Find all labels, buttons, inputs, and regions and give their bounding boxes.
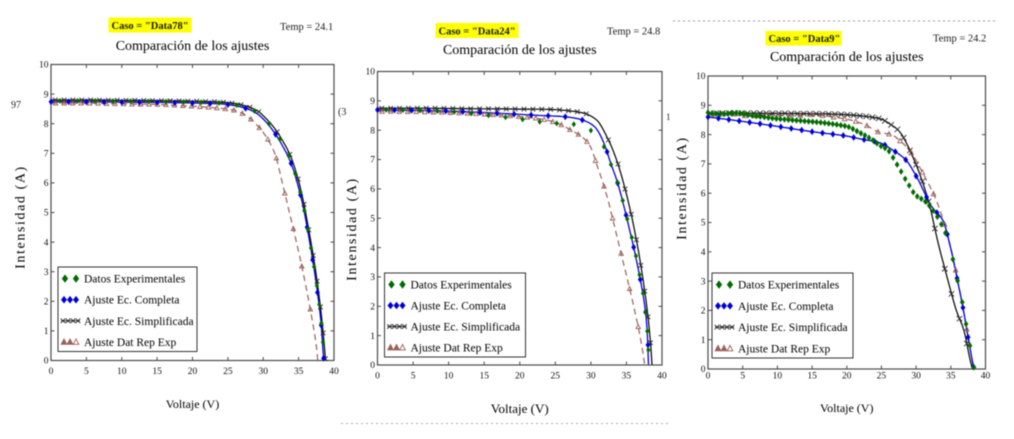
svg-text:2: 2 bbox=[701, 307, 706, 317]
svg-text:10: 10 bbox=[366, 68, 376, 78]
svg-text:7: 7 bbox=[44, 150, 49, 160]
svg-text:6: 6 bbox=[370, 185, 375, 195]
svg-text:Temp = 24.2: Temp = 24.2 bbox=[933, 34, 986, 45]
svg-text:Ajuste Ec. Simplificada: Ajuste Ec. Simplificada bbox=[84, 316, 194, 328]
svg-text:Ajuste Dat Rep Exp: Ajuste Dat Rep Exp bbox=[84, 337, 177, 349]
svg-text:Temp = 24.8: Temp = 24.8 bbox=[607, 27, 660, 38]
svg-text:9: 9 bbox=[44, 90, 49, 100]
svg-text:4: 4 bbox=[370, 244, 375, 254]
svg-text:1: 1 bbox=[44, 327, 49, 337]
svg-text:(3: (3 bbox=[338, 107, 346, 118]
svg-text:30: 30 bbox=[258, 367, 268, 377]
svg-text:40: 40 bbox=[329, 367, 339, 377]
svg-text:2: 2 bbox=[370, 303, 375, 313]
svg-text:Voltaje (V): Voltaje (V) bbox=[820, 401, 873, 415]
svg-text:25: 25 bbox=[551, 372, 561, 382]
svg-text:Caso = "Data24": Caso = "Data24" bbox=[439, 27, 516, 38]
svg-text:30: 30 bbox=[586, 372, 596, 382]
svg-text:10: 10 bbox=[696, 72, 706, 82]
svg-text:Intensidad (A): Intensidad (A) bbox=[14, 165, 29, 269]
svg-text:5: 5 bbox=[44, 209, 49, 219]
svg-text:0: 0 bbox=[49, 367, 54, 377]
svg-text:Intensidad (A): Intensidad (A) bbox=[675, 136, 690, 240]
svg-text:Datos Experimentales: Datos Experimentales bbox=[738, 280, 840, 292]
svg-text:20: 20 bbox=[515, 372, 525, 382]
svg-text:10: 10 bbox=[117, 367, 127, 377]
svg-text:Voltaje (V): Voltaje (V) bbox=[491, 401, 549, 416]
svg-text:8: 8 bbox=[370, 126, 375, 136]
svg-text:Ajuste Ec. Completa: Ajuste Ec. Completa bbox=[84, 295, 180, 307]
svg-text:9: 9 bbox=[370, 97, 375, 107]
svg-text:Caso = "Data78": Caso = "Data78" bbox=[112, 21, 189, 32]
svg-text:30: 30 bbox=[911, 372, 921, 382]
svg-text:6: 6 bbox=[701, 189, 706, 199]
svg-text:Caso = "Data9": Caso = "Data9" bbox=[769, 34, 841, 45]
svg-text:Ajuste Ec. Completa: Ajuste Ec. Completa bbox=[738, 301, 834, 313]
svg-text:4: 4 bbox=[701, 248, 706, 258]
svg-text:8: 8 bbox=[701, 131, 706, 141]
svg-text:25: 25 bbox=[877, 372, 887, 382]
svg-text:5: 5 bbox=[370, 214, 375, 224]
svg-text:Ajuste Dat Rep Exp: Ajuste Dat Rep Exp bbox=[411, 343, 504, 355]
svg-text:Ajuste Dat Rep Exp: Ajuste Dat Rep Exp bbox=[738, 343, 831, 355]
svg-text:Ajuste Ec. Simplificada: Ajuste Ec. Simplificada bbox=[738, 322, 848, 334]
svg-text:5: 5 bbox=[411, 372, 416, 382]
svg-text:Comparación de los ajustes: Comparación de los ajustes bbox=[443, 43, 597, 58]
svg-text:2: 2 bbox=[44, 298, 49, 308]
svg-text:Temp = 24.1: Temp = 24.1 bbox=[280, 22, 333, 33]
svg-text:15: 15 bbox=[479, 372, 489, 382]
svg-text:40: 40 bbox=[981, 372, 991, 382]
svg-text:20: 20 bbox=[188, 367, 198, 377]
svg-text:Voltaje (V): Voltaje (V) bbox=[166, 397, 219, 411]
svg-text:15: 15 bbox=[152, 367, 162, 377]
svg-text:5: 5 bbox=[740, 372, 745, 382]
svg-text:1: 1 bbox=[701, 336, 706, 346]
svg-text:3: 3 bbox=[44, 268, 49, 278]
svg-text:9: 9 bbox=[701, 102, 706, 112]
svg-text:35: 35 bbox=[622, 372, 632, 382]
svg-text:15: 15 bbox=[807, 372, 817, 382]
svg-text:35: 35 bbox=[294, 367, 304, 377]
svg-text:Datos Experimentales: Datos Experimentales bbox=[84, 274, 186, 286]
svg-text:35: 35 bbox=[946, 372, 956, 382]
svg-text:40: 40 bbox=[657, 372, 667, 382]
svg-text:4: 4 bbox=[44, 238, 49, 248]
svg-text:Datos Experimentales: Datos Experimentales bbox=[411, 280, 513, 292]
svg-text:7: 7 bbox=[370, 156, 375, 166]
svg-text:10: 10 bbox=[444, 372, 454, 382]
svg-text:1: 1 bbox=[370, 332, 375, 342]
svg-text:3: 3 bbox=[370, 273, 375, 283]
svg-text:5: 5 bbox=[701, 219, 706, 229]
svg-text:10: 10 bbox=[773, 372, 783, 382]
svg-text:20: 20 bbox=[842, 372, 852, 382]
svg-text:5: 5 bbox=[84, 367, 89, 377]
svg-text:Ajuste Ec. Simplificada: Ajuste Ec. Simplificada bbox=[411, 322, 521, 334]
svg-text:3: 3 bbox=[701, 277, 706, 287]
svg-text:Comparación de los ajustes: Comparación de los ajustes bbox=[770, 50, 924, 65]
svg-text:0: 0 bbox=[706, 372, 711, 382]
svg-text:0: 0 bbox=[375, 372, 380, 382]
svg-text:10: 10 bbox=[39, 61, 49, 71]
svg-text:97: 97 bbox=[11, 100, 21, 111]
svg-text:8: 8 bbox=[44, 120, 49, 130]
svg-text:0: 0 bbox=[44, 357, 49, 367]
svg-text:0: 0 bbox=[370, 361, 375, 371]
svg-text:0: 0 bbox=[701, 365, 706, 375]
svg-text:1: 1 bbox=[666, 112, 671, 122]
svg-text:Comparación de los ajustes: Comparación de los ajustes bbox=[116, 39, 270, 54]
svg-text:Intensidad (A): Intensidad (A) bbox=[345, 177, 360, 281]
svg-text:Ajuste Ec. Completa: Ajuste Ec. Completa bbox=[411, 301, 507, 313]
svg-text:6: 6 bbox=[44, 179, 49, 189]
svg-text:25: 25 bbox=[223, 367, 233, 377]
svg-text:7: 7 bbox=[701, 160, 706, 170]
